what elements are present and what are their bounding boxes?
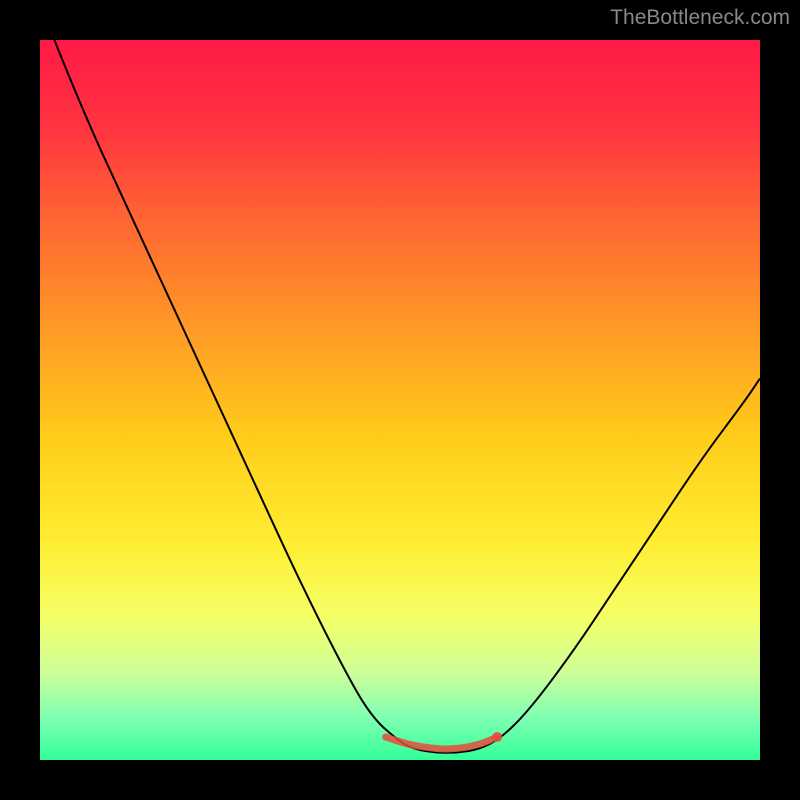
chart-container: TheBottleneck.com [0, 0, 800, 800]
accent-segment [386, 737, 498, 749]
plot-area [40, 40, 760, 760]
curve-layer [40, 40, 760, 760]
bottleneck-curve [54, 40, 760, 753]
accent-end-dot [492, 732, 502, 742]
watermark-text: TheBottleneck.com [610, 6, 790, 30]
